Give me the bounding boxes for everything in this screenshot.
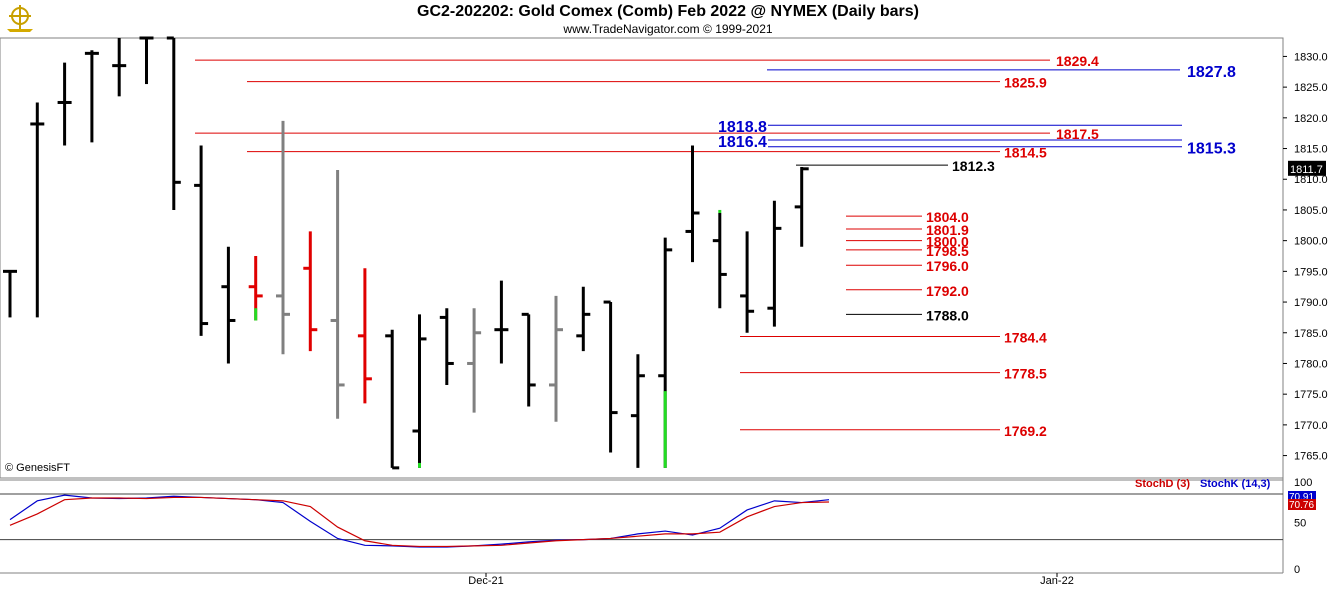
ohlc-bar [494, 280, 509, 364]
ohlc-bar [84, 50, 99, 143]
price-panel-frame [0, 37, 1284, 479]
ohlc-bar [112, 38, 127, 97]
ohlc-bar [139, 36, 154, 85]
ohlc-bar [630, 354, 645, 468]
navigator-logo-icon [3, 3, 37, 38]
y-tick-label: 1785.0 [1294, 328, 1328, 340]
copyright-label: © GenesisFT [5, 462, 70, 474]
ohlc-bar [166, 36, 181, 210]
level-label: 1812.3 [952, 158, 995, 174]
stochd-readout-bg [1288, 499, 1316, 510]
ohlc-bar [467, 308, 482, 413]
chart-title: GC2-202202: Gold Comex (Comb) Feb 2022 @… [417, 3, 919, 20]
level-label: 1769.2 [1004, 423, 1047, 439]
ohlc-bar [576, 286, 591, 352]
y-tick-label: 1780.0 [1294, 358, 1328, 370]
y-tick-label: 1790.0 [1294, 297, 1328, 309]
y-tick-label: 1805.0 [1294, 205, 1328, 217]
level-label: 1818.8 [718, 119, 767, 136]
stochd-legend: StochD (3) [1135, 478, 1190, 490]
last-price-badge [1288, 160, 1326, 176]
ohlc-bar [194, 145, 209, 336]
ohlc-bar [767, 200, 782, 327]
level-label: 1784.4 [1004, 329, 1047, 345]
y-tick-label: 1820.0 [1294, 113, 1328, 125]
ohlc-bar [712, 213, 727, 309]
x-tick-label: Jan-22 [1040, 575, 1074, 587]
level-label: 1798.5 [926, 243, 969, 259]
stochk-legend: StochK (14,3) [1200, 478, 1271, 490]
y-tick-label: 1815.0 [1294, 144, 1328, 156]
ohlc-bar [276, 120, 290, 355]
ohlc-bar [658, 237, 673, 468]
level-label: 1800.0 [926, 234, 969, 250]
y-tick-label: 1810.0 [1294, 174, 1328, 186]
level-label: 1792.0 [926, 283, 969, 299]
level-label: 1814.5 [1004, 145, 1047, 161]
ohlc-bar [221, 246, 236, 364]
ohlc-bar [57, 62, 72, 146]
level-label: 1827.8 [1187, 64, 1236, 81]
level-label: 1796.0 [926, 258, 969, 274]
stochd-readout: 70.76 [1289, 500, 1314, 511]
level-label: 1801.9 [926, 222, 969, 238]
ohlc-bar [603, 300, 618, 453]
level-label: 1816.4 [718, 134, 767, 151]
stochd-line [9, 496, 830, 548]
x-tick-label: Dec-21 [468, 575, 503, 587]
ohlc-bar [385, 329, 400, 470]
y-tick-label: 1775.0 [1294, 389, 1328, 401]
last-price-label: 1811.7 [1290, 164, 1323, 176]
y-tick-label: 1795.0 [1294, 266, 1328, 278]
stochk-readout: 70.91 [1289, 492, 1314, 503]
y-tick-label: 1830.0 [1294, 51, 1328, 63]
ohlc-bar [521, 312, 536, 407]
stochk-readout-bg [1288, 491, 1316, 502]
ohlc-bar [439, 308, 454, 385]
ohlc-bar [248, 256, 263, 321]
stoch-tick-label: 0 [1294, 564, 1300, 576]
ohlc-bar [794, 166, 809, 247]
ohlc-bar [3, 269, 17, 318]
level-label: 1829.4 [1056, 53, 1099, 69]
y-tick-label: 1770.0 [1294, 420, 1328, 432]
ohlc-bar [330, 170, 345, 419]
chart-subtitle: www.TradeNavigator.com © 1999-2021 [563, 22, 773, 36]
ohlc-bar [549, 295, 563, 422]
ohlc-bar [303, 231, 318, 352]
stochk-line [9, 494, 830, 548]
y-tick-label: 1765.0 [1294, 451, 1328, 463]
y-tick-label: 1800.0 [1294, 236, 1328, 248]
ohlc-bar [412, 314, 427, 468]
ohlc-bar [357, 268, 372, 404]
ohlc-bar [740, 231, 755, 333]
y-tick-label: 1825.0 [1294, 82, 1328, 94]
stoch-tick-label: 50 [1294, 518, 1306, 530]
level-label: 1804.0 [926, 209, 969, 225]
ohlc-bar [685, 145, 700, 263]
stoch-tick-label: 100 [1294, 477, 1312, 489]
ohlc-bar [30, 102, 45, 318]
level-label: 1788.0 [926, 307, 969, 323]
level-label: 1815.3 [1187, 141, 1236, 158]
level-label: 1825.9 [1004, 75, 1047, 91]
level-label: 1778.5 [1004, 366, 1047, 382]
level-label: 1817.5 [1056, 126, 1099, 142]
